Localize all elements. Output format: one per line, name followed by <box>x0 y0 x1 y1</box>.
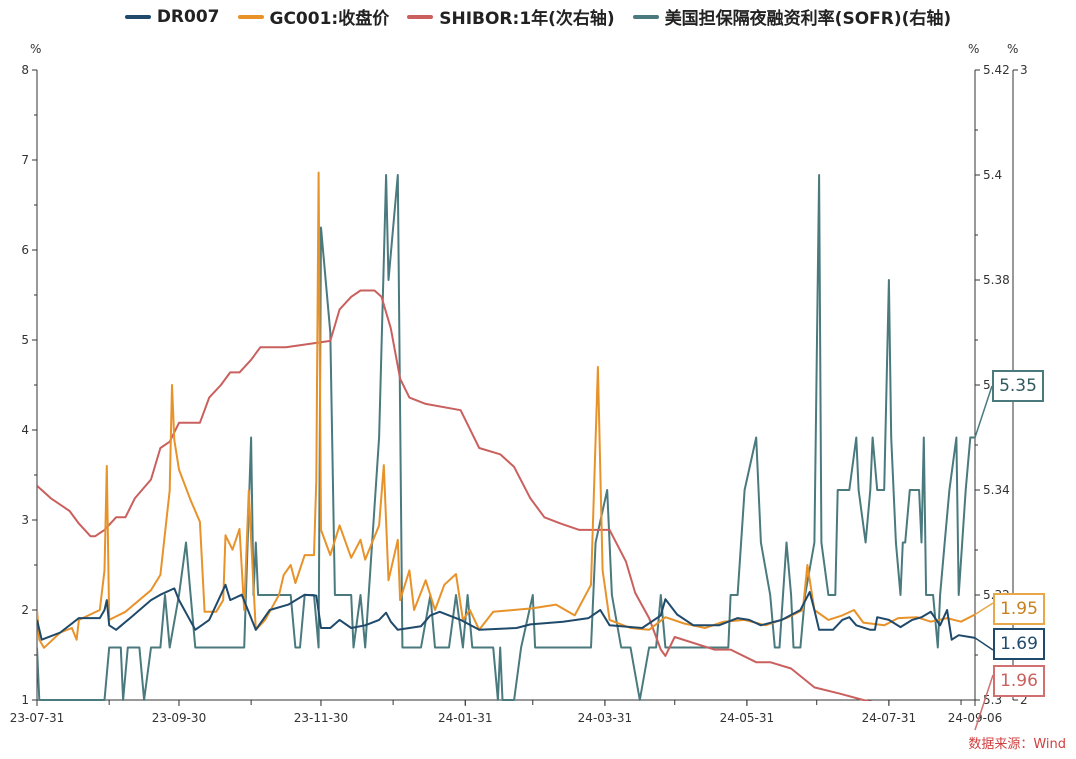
x-axis-tick-label: 23-11-30 <box>294 711 348 725</box>
x-axis-tick-label: 24-07-31 <box>862 711 916 725</box>
dr007-callout-pointer <box>974 637 994 651</box>
legend-swatch <box>407 14 434 19</box>
left-axis-tick-label: 3 <box>21 513 29 527</box>
data-source-note: 数据来源：Wind <box>968 737 1066 752</box>
left-axis-tick-label: 2 <box>21 603 29 617</box>
legend-label: SHIBOR:1年(次右轴) <box>439 9 615 29</box>
legend-swatch <box>632 14 659 19</box>
legend-item-dr007[interactable]: DR007 <box>124 4 220 29</box>
sofr-axis-unit: % <box>968 42 979 56</box>
shibor-axis-tick-label: 3 <box>1020 63 1028 77</box>
sofr-callout-pointer <box>974 385 993 438</box>
x-axis-tick-label: 24-03-31 <box>578 711 632 725</box>
legend-label: 美国担保隔夜融资利率(SOFR)(右轴) <box>664 9 952 29</box>
series-line-gc001 <box>37 171 976 649</box>
x-axis-tick-label: 23-07-31 <box>10 711 64 725</box>
left-axis-tick-label: 6 <box>21 243 29 257</box>
left-axis-tick-label: 7 <box>21 153 29 167</box>
series-line-dr007 <box>37 583 976 641</box>
sofr-axis-tick-label: 5.34 <box>983 483 1010 497</box>
sofr-axis-tick-label: 5.4 <box>983 168 1002 182</box>
gc001-callout-pointer <box>974 602 994 616</box>
legend-item-gc001[interactable]: GC001:收盘价 <box>237 4 390 29</box>
series-line-shibor-1y <box>37 289 873 701</box>
legend-label: DR007 <box>156 6 220 27</box>
left-axis-tick-label: 8 <box>21 63 29 77</box>
x-axis-tick-label: 23-09-30 <box>152 711 206 725</box>
chart-legend: DR007 GC001:收盘价 SHIBOR:1年(次右轴) 美国担保隔夜融资利… <box>0 4 1076 29</box>
sofr-last-value-label: 5.35 <box>992 370 1044 402</box>
left-axis-unit: % <box>30 42 41 56</box>
sofr-axis-tick-label: 5.38 <box>983 273 1010 287</box>
series-line-sofr <box>37 174 975 701</box>
legend-label: GC001:收盘价 <box>269 9 390 29</box>
shibor-axis-unit: % <box>1007 42 1018 56</box>
x-axis-tick-label: 24-01-31 <box>438 711 492 725</box>
dr007-last-value-label: 1.69 <box>993 628 1045 660</box>
legend-swatch <box>237 14 264 19</box>
x-axis-tick-label: 24-05-31 <box>720 711 774 725</box>
left-axis-tick-label: 5 <box>21 333 29 347</box>
legend-item-sofr[interactable]: 美国担保隔夜融资利率(SOFR)(右轴) <box>632 4 952 29</box>
sofr-axis-tick-label: 5.42 <box>983 63 1010 77</box>
shibor-last-value-label: 1.96 <box>993 665 1045 697</box>
shibor-callout-pointer <box>974 674 994 731</box>
legend-item-shibor[interactable]: SHIBOR:1年(次右轴) <box>407 4 615 29</box>
gc001-last-value-label: 1.95 <box>993 593 1045 625</box>
x-axis-tick-label: 24-09-06 <box>948 711 1002 725</box>
left-axis-tick-label: 1 <box>21 693 29 707</box>
legend-swatch <box>124 14 151 19</box>
left-axis-tick-label: 4 <box>21 423 29 437</box>
shibor-axis-tick-label: 2 <box>1020 693 1028 707</box>
